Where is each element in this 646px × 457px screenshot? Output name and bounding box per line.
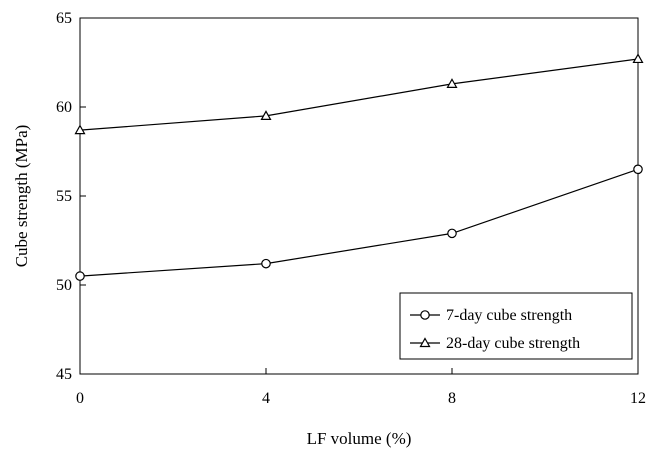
legend-box — [399, 292, 633, 360]
y-tick-label: 55 — [56, 188, 72, 205]
legend-label-7day: 7-day cube strength — [446, 307, 572, 324]
y-axis-ticks: 45 50 55 60 65 — [56, 10, 86, 383]
data-point-circle — [75, 271, 85, 281]
legend-label-28day: 28-day cube strength — [446, 335, 580, 352]
series-line-0 — [79, 168, 639, 277]
legend: 7-day cube strength 28-day cube strength — [399, 292, 633, 360]
series-layer — [74, 53, 644, 281]
x-tick-label: 4 — [262, 390, 270, 407]
series-line-1 — [79, 58, 639, 131]
x-tick-label: 0 — [76, 390, 84, 407]
y-tick-label: 50 — [56, 277, 72, 294]
data-point-circle — [633, 164, 643, 175]
x-axis-ticks: 0 4 8 12 — [76, 368, 646, 407]
legend-marker-28day — [419, 337, 431, 348]
data-point-circle — [261, 258, 271, 269]
data-point-circle — [447, 228, 457, 239]
y-tick-label: 65 — [56, 10, 72, 27]
y-tick-label: 45 — [56, 366, 72, 383]
data-point-triangle — [260, 110, 272, 121]
data-point-triangle — [446, 78, 458, 88]
x-axis-title: LF volume (%) — [307, 429, 412, 448]
data-point-triangle — [74, 124, 86, 135]
x-tick-label: 8 — [448, 390, 456, 407]
y-axis-title: Cube strength (MPa) — [12, 125, 31, 268]
legend-marker-7day — [420, 310, 430, 320]
y-tick-label: 60 — [56, 99, 72, 116]
data-point-triangle — [632, 53, 644, 64]
x-tick-label: 12 — [630, 390, 646, 407]
